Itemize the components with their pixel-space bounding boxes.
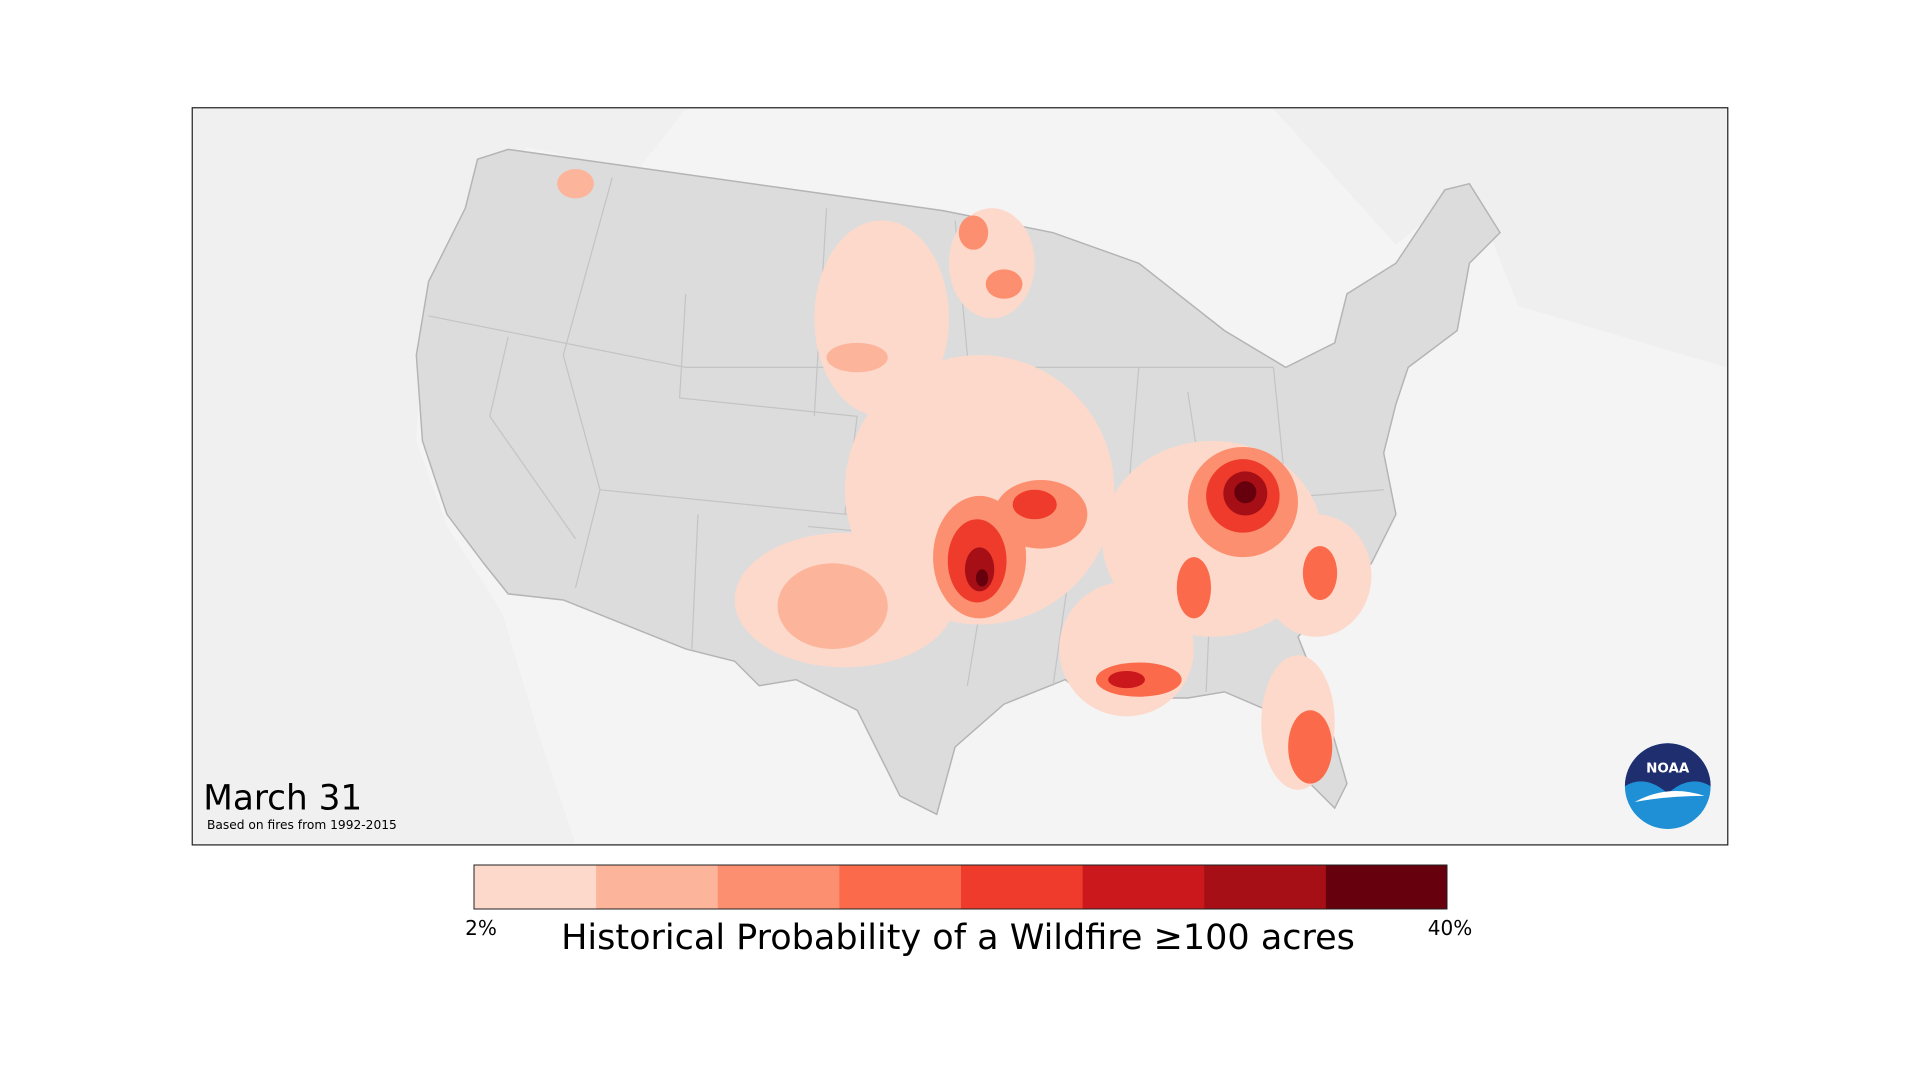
legend-swatch	[838, 865, 961, 909]
legend-swatch	[1082, 865, 1205, 909]
legend-swatch	[1203, 865, 1326, 909]
land-background	[193, 108, 686, 844]
legend-max-label: 40%	[1428, 916, 1472, 940]
noaa-logo: NOAA	[1624, 743, 1711, 829]
legend-swatch	[474, 865, 597, 909]
probability-areas	[557, 168, 1372, 790]
legend-frame	[473, 864, 1448, 910]
logo-text: NOAA	[1646, 762, 1690, 777]
legend-swatch	[960, 865, 1083, 909]
legend-swatch	[717, 865, 840, 909]
legend-swatch	[1325, 865, 1448, 909]
legend: 2% 40% Historical Probability of a Wildf…	[465, 864, 1472, 958]
map-panel: March 31 Based on fires from 1992-2015 N…	[191, 107, 1729, 846]
legend-swatch	[595, 865, 718, 909]
land-background	[1273, 108, 1727, 368]
legend-title: Historical Probability of a Wildfire ≥10…	[561, 918, 1355, 958]
legend-min-label: 2%	[465, 916, 497, 940]
map-date: March 31	[203, 778, 362, 818]
map-note: Based on fires from 1992-2015	[207, 818, 397, 832]
